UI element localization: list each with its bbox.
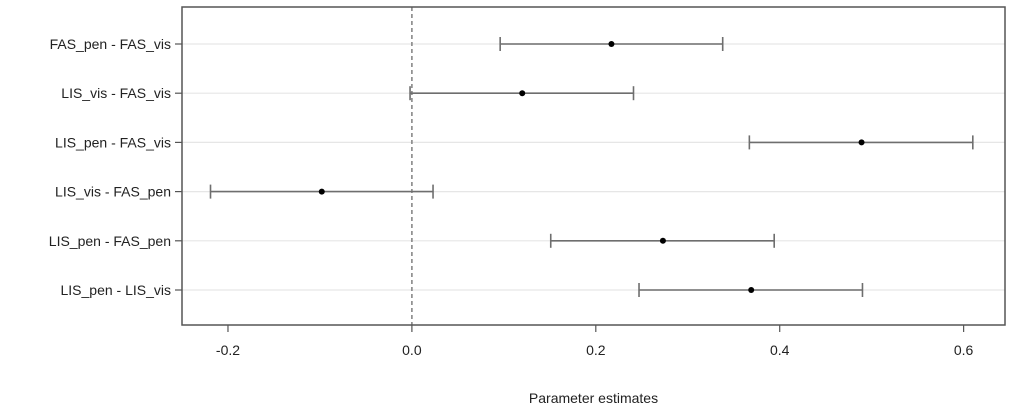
x-tick-label: 0.6 (954, 342, 974, 358)
y-tick-label: FAS_pen - FAS_vis (50, 36, 171, 52)
point-estimate (748, 287, 755, 293)
x-axis-title: Parameter estimates (529, 390, 658, 406)
y-axis-categories: FAS_pen - FAS_vis LIS_vis - FAS_vis LIS_pe… (49, 36, 182, 298)
x-axis-ticks: -0.2 0.0 0.2 0.4 0.6 (216, 325, 974, 358)
x-tick-label: -0.2 (216, 342, 240, 358)
point-estimates (318, 41, 865, 293)
point-estimate (318, 188, 325, 195)
confidence-intervals (209, 37, 974, 297)
point-estimate (659, 237, 666, 244)
point-estimate (608, 41, 615, 47)
point-estimate (519, 90, 526, 97)
x-tick-label: 0.0 (402, 342, 422, 358)
grid-lines (182, 43, 1005, 291)
y-tick-label: LIS_pen - FAS_vis (55, 134, 171, 150)
x-tick-label: 0.2 (586, 342, 606, 358)
y-tick-label: LIS_vis - FAS_pen (55, 184, 171, 200)
y-tick-label: LIS_vis - FAS_vis (61, 85, 171, 101)
plot-frame (181, 6, 1006, 326)
x-tick-label: 0.4 (770, 342, 790, 358)
point-estimate (858, 139, 865, 146)
y-tick-label: LIS_pen - LIS_vis (60, 282, 171, 298)
y-tick-label: LIS_pen - FAS_pen (49, 233, 171, 249)
